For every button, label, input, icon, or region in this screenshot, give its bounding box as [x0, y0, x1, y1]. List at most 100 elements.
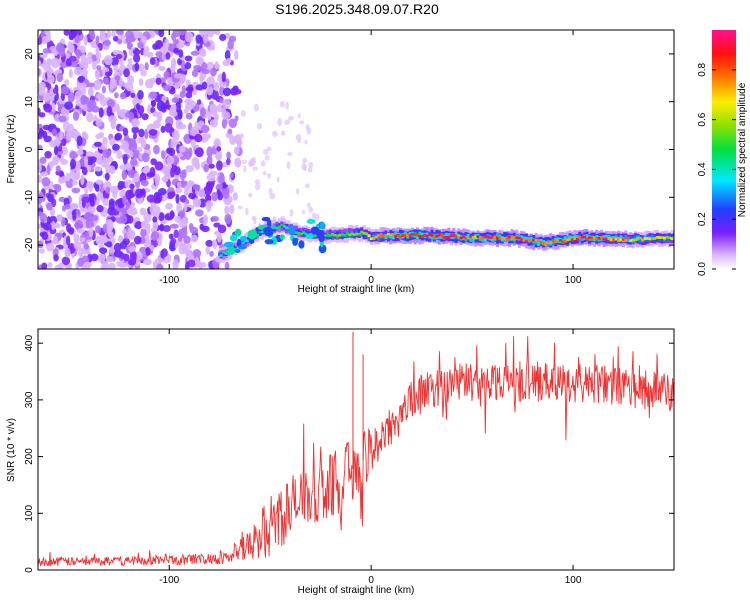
- y-tick-label: -20: [24, 237, 35, 252]
- noise-blob: [43, 103, 53, 113]
- noise-blob: [114, 75, 121, 81]
- signal-band-core: [464, 237, 468, 240]
- noise-blob: [156, 100, 165, 112]
- noise-blob: [128, 246, 136, 253]
- signal-band-core: [415, 233, 419, 237]
- noise-blob: [133, 31, 140, 40]
- signal-band-core: [270, 226, 274, 230]
- noise-blob: [80, 94, 88, 106]
- noise-blob: [167, 191, 176, 198]
- noise-blob: [184, 61, 192, 70]
- noise-blob: [192, 249, 202, 258]
- signal-band-core: [658, 236, 662, 239]
- noise-blob: [269, 192, 276, 200]
- noise-blob: [66, 223, 72, 233]
- noise-blob: [155, 176, 160, 187]
- signal-band-core: [302, 231, 306, 234]
- noise-blob: [119, 60, 124, 66]
- noise-blob: [216, 160, 223, 171]
- spectrogram-x-label: Height of straight line (km): [298, 284, 415, 295]
- signal-band-core: [391, 233, 395, 236]
- noise-blob: [227, 39, 234, 50]
- noise-blob: [148, 30, 155, 36]
- signal-band-core: [386, 232, 390, 236]
- signal-blob: [223, 241, 234, 248]
- signal-band-mid: [394, 232, 398, 238]
- signal-band-mid: [604, 234, 608, 240]
- noise-blob: [173, 47, 179, 54]
- noise-blob: [225, 58, 232, 64]
- signal-band-core: [563, 240, 567, 243]
- noise-blob: [190, 139, 196, 148]
- noise-blob: [190, 234, 199, 243]
- noise-blob: [240, 110, 246, 117]
- noise-blob: [214, 113, 219, 121]
- noise-blob: [80, 207, 87, 213]
- noise-blob: [245, 207, 249, 216]
- signal-band-core: [573, 237, 577, 240]
- noise-blob: [49, 95, 55, 102]
- noise-blob: [112, 35, 119, 42]
- noise-blob: [38, 81, 46, 91]
- signal-band-mid: [326, 234, 330, 240]
- noise-blob: [224, 213, 232, 225]
- signal-blob: [306, 219, 316, 224]
- noise-blob: [122, 154, 128, 165]
- noise-blob: [126, 42, 133, 48]
- signal-band-core: [333, 233, 337, 237]
- noise-blob: [146, 194, 156, 203]
- noise-blob: [86, 112, 94, 123]
- noise-blob: [179, 210, 186, 218]
- noise-blob: [94, 166, 102, 172]
- noise-blob: [95, 179, 104, 185]
- noise-blob: [71, 180, 78, 186]
- signal-band-core: [650, 237, 655, 241]
- noise-blob: [212, 239, 218, 250]
- signal-blob: [262, 227, 271, 233]
- signal-band-mid: [512, 236, 516, 242]
- noise-blob: [72, 211, 77, 221]
- noise-blob: [80, 53, 87, 63]
- signal-blob: [318, 233, 325, 243]
- noise-blob: [209, 250, 214, 257]
- noise-blob: [82, 104, 88, 112]
- noise-blob: [96, 205, 104, 213]
- noise-blob: [53, 254, 59, 262]
- noise-blob: [141, 113, 149, 121]
- signal-blob: [238, 244, 247, 250]
- noise-blob: [158, 212, 165, 222]
- noise-blob: [81, 196, 91, 204]
- noise-blob: [94, 225, 102, 234]
- noise-blob: [304, 183, 310, 189]
- noise-blob: [226, 151, 232, 160]
- signal-band-core: [626, 236, 630, 240]
- signal-band-core: [629, 239, 633, 242]
- noise-blob: [164, 122, 173, 133]
- noise-blob: [74, 219, 84, 231]
- signal-band-mid: [626, 236, 630, 243]
- noise-blob: [75, 49, 81, 60]
- noise-blob: [112, 50, 122, 56]
- y-tick-label: 300: [24, 391, 35, 408]
- noise-blob: [175, 187, 183, 194]
- noise-blob: [130, 92, 136, 99]
- noise-blob: [213, 138, 221, 149]
- noise-blob: [61, 256, 71, 266]
- noise-blob: [38, 192, 45, 201]
- signal-band-core: [510, 236, 514, 240]
- noise-blob: [169, 210, 175, 220]
- noise-blob: [86, 159, 94, 166]
- signal-band-core: [222, 250, 226, 254]
- signal-band-core: [558, 239, 562, 242]
- signal-band-core: [355, 232, 359, 236]
- noise-blob: [123, 253, 130, 262]
- signal-band-core: [660, 236, 664, 239]
- noise-blob: [39, 212, 48, 223]
- signal-band-core: [491, 236, 495, 239]
- noise-blob: [179, 227, 188, 239]
- signal-band-mid: [566, 235, 570, 241]
- noise-blob: [172, 259, 179, 269]
- signal-band-core: [418, 235, 422, 238]
- signal-blob: [236, 238, 242, 247]
- noise-blob: [101, 85, 106, 94]
